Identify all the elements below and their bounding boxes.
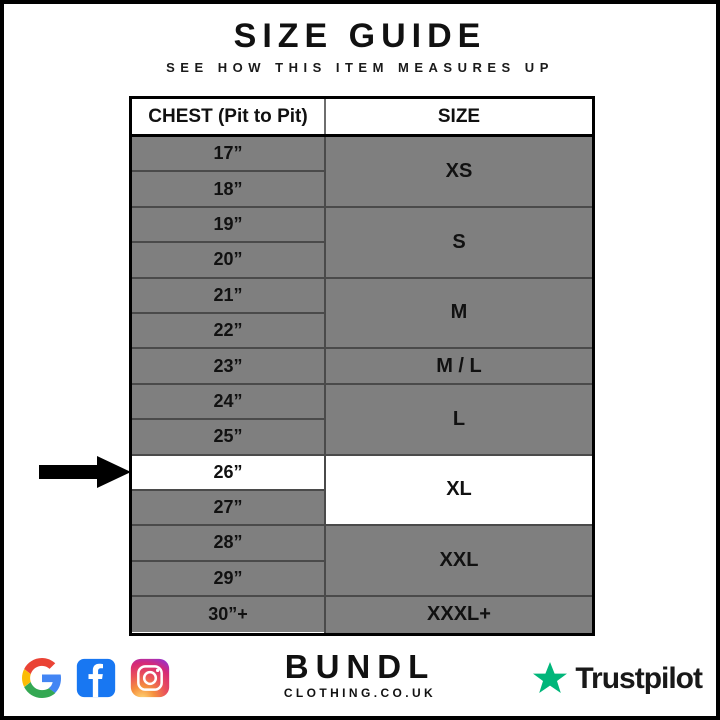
facebook-icon[interactable] [76,658,116,698]
size-cell: XS [326,137,592,208]
chest-cell: 25” [132,420,324,456]
google-icon[interactable] [22,658,62,698]
brand-name: BUNDL [284,648,436,685]
size-cell: L [326,384,592,456]
chest-cell: 24” [132,384,324,421]
chest-cell: 30”+ [132,597,324,633]
brand-logo: BUNDL CLOTHING.CO.UK [4,648,716,700]
table-header-row: CHEST (Pit to Pit) SIZE [132,99,592,137]
size-cell: XL [326,455,592,527]
size-table: CHEST (Pit to Pit) SIZE 17” 18” 19” 20” 21” 2… [129,96,595,636]
instagram-icon[interactable] [130,658,170,698]
size-column: XS S M M / L L XL XXL XXXL+ [326,137,592,633]
trustpilot-wordmark: Trustpilot [575,662,703,695]
column-header-chest: CHEST (Pit to Pit) [132,99,326,134]
column-header-size: SIZE [437,105,481,127]
size-cell: XXXL+ [326,597,592,633]
size-cell: M [326,278,592,350]
footer: BUNDL CLOTHING.CO.UK Trustpilot [4,644,716,716]
chest-cell: 27” [132,490,324,527]
size-cell: S [326,207,592,279]
chest-cell: 26” [132,455,324,491]
highlight-arrow-icon [39,456,131,488]
chest-cell: 20” [132,243,324,279]
size-cell: M / L [326,349,592,385]
brand-subtitle: CLOTHING.CO.UK [283,685,437,700]
trustpilot-logo[interactable]: Trustpilot [531,660,703,698]
chest-cell: 21” [132,278,324,314]
chest-cell: 22” [132,313,324,350]
chest-cell: 17” [132,137,324,173]
chest-column: 17” 18” 19” 20” 21” 22” 23” 24” 25” 26” 27” 28” 29” 3… [132,137,326,633]
chest-cell: 28” [132,526,324,562]
chest-cell: 19” [132,207,324,244]
trustpilot-star-icon [533,662,568,693]
social-links [22,658,170,698]
chest-cell: 29” [132,561,324,598]
size-cell: XXL [326,526,592,598]
chest-cell: 18” [132,172,324,208]
page-title: SIZE GUIDE [233,17,487,55]
page-subtitle: SEE HOW THIS ITEM MEASURES UP [166,60,554,75]
table-body: 17” 18” 19” 20” 21” 22” 23” 24” 25” 26” 27” 28” 29” 3… [132,137,592,633]
chest-cell: 23” [132,349,324,385]
